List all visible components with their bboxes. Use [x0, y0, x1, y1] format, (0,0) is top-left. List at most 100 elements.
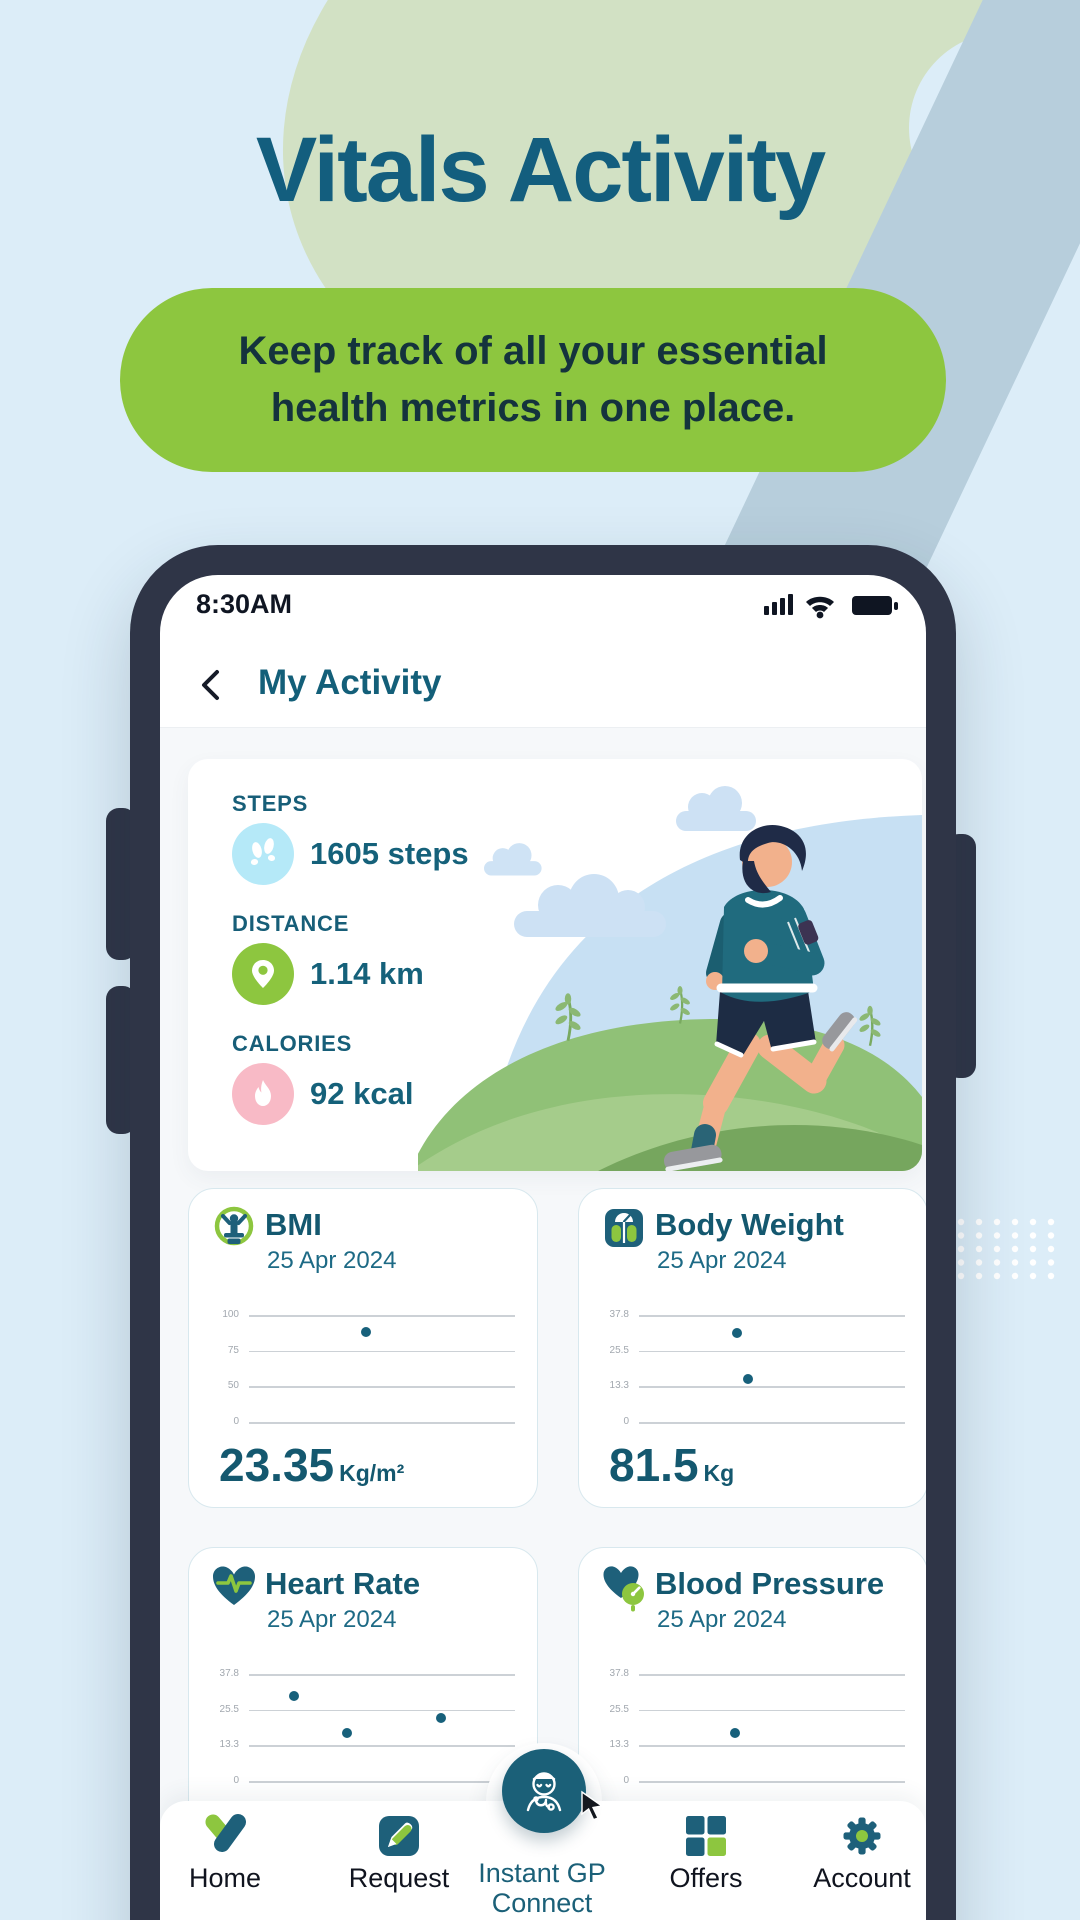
cloud-icon [484, 843, 542, 876]
cloud-icon [514, 874, 666, 937]
axis-tick-label: 37.8 [609, 1308, 629, 1320]
flame-icon [255, 1080, 271, 1106]
grid-line [639, 1781, 905, 1783]
phone-mockup-frame: 8:30AM [130, 545, 956, 1920]
app-header: My Activity [160, 653, 926, 717]
axis-tick-label: 13.3 [219, 1739, 239, 1751]
metric-card-date: 25 Apr 2024 [267, 1606, 397, 1633]
flame-icon-badge [232, 1063, 294, 1125]
grid-line [639, 1350, 905, 1353]
page-title: Vitals Activity [255, 119, 826, 221]
metric-card-bmi[interactable]: BMI 25 Apr 2024 100 75 50 0 23.35 Kg/m² [188, 1188, 538, 1508]
wifi-icon [806, 596, 834, 619]
metric-value-calories: 92 kcal [310, 1076, 414, 1111]
weight-scale-icon [605, 1209, 643, 1247]
metric-label-steps: STEPS [232, 791, 309, 816]
metric-value-distance: 1.14 km [310, 956, 424, 991]
grid-line [249, 1350, 515, 1353]
nav-item-label: Home [188, 1863, 262, 1893]
nav-item-label: Instant GP [478, 1858, 606, 1888]
axis-tick-label: 25.5 [609, 1703, 629, 1715]
hero-subtitle-line1: Keep track of all your essential [238, 329, 828, 373]
metric-card-body-weight[interactable]: Body Weight 25 Apr 2024 37.8 25.5 13.3 0… [578, 1188, 926, 1508]
metric-card-title: BMI [265, 1207, 322, 1242]
grid-line [249, 1422, 515, 1424]
grid-line [639, 1422, 905, 1424]
metric-card-title: Body Weight [655, 1207, 844, 1242]
nav-item-label: Account [813, 1863, 911, 1893]
metric-value-steps: 1605 steps [310, 836, 469, 871]
metric-card-unit: Kg [703, 1460, 735, 1486]
metric-card-value: 81.5 Kg [609, 1439, 735, 1491]
metric-card-date: 25 Apr 2024 [657, 1247, 787, 1274]
data-point [729, 1727, 740, 1738]
data-point [732, 1328, 743, 1339]
heart-ecg-icon [213, 1566, 255, 1605]
back-button[interactable] [196, 667, 226, 703]
chevron-left-icon [202, 670, 219, 700]
runner-figure [663, 825, 858, 1171]
cursor-icon [581, 1790, 604, 1820]
mini-chart: 100 75 50 0 [203, 1309, 525, 1428]
data-point [743, 1374, 754, 1385]
axis-tick-label: 13.3 [609, 1739, 629, 1751]
grid-line [249, 1781, 515, 1783]
data-point [342, 1727, 353, 1738]
nav-item-home[interactable]: Home [160, 1813, 300, 1894]
hero-subtitle-line2: health metrics in one place. [270, 386, 796, 430]
status-time: 8:30AM [196, 589, 293, 619]
offers-grid-icon [631, 1813, 781, 1859]
bmi-icon [214, 1206, 254, 1246]
axis-tick-label: 0 [233, 1775, 239, 1787]
footsteps-icon [250, 838, 276, 866]
plant-icon [555, 993, 581, 1042]
nav-item-offers[interactable]: Offers [631, 1813, 781, 1894]
heart-gauge-icon [601, 1564, 647, 1612]
metric-card-date: 25 Apr 2024 [657, 1606, 787, 1633]
signal-icon [764, 594, 793, 615]
heart-gauge-icon [603, 1566, 644, 1612]
axis-tick-label: 37.8 [609, 1667, 629, 1679]
offers-grid-icon [686, 1816, 726, 1856]
grid-line [639, 1674, 905, 1676]
mini-chart: 37.8 25.5 13.3 0 [593, 1667, 915, 1787]
battery-icon [852, 596, 898, 615]
request-pencil-icon [324, 1813, 474, 1859]
nav-item-label: Connect [491, 1888, 593, 1918]
nav-item-label: Request [348, 1863, 450, 1893]
nav-item-request[interactable]: Request [324, 1813, 474, 1894]
nav-item-instant-gp-connect[interactable]: Instant GP Connect [467, 1858, 617, 1918]
metric-label-distance: DISTANCE [232, 911, 350, 936]
location-pin-icon [252, 960, 274, 988]
metric-card-unit: Kg/m² [339, 1460, 405, 1486]
grid-line [249, 1315, 515, 1317]
grid-line [249, 1674, 515, 1676]
metric-card-title: Blood Pressure [655, 1566, 885, 1601]
mini-chart: 37.8 25.5 13.3 0 [203, 1668, 525, 1787]
axis-tick-label: 13.3 [609, 1380, 629, 1392]
dot-grid-pattern [957, 1218, 1055, 1280]
request-pencil-icon [379, 1816, 419, 1856]
axis-tick-label: 0 [623, 1416, 629, 1428]
account-gear-icon [843, 1817, 881, 1855]
nav-item-account[interactable]: Account [787, 1813, 926, 1894]
plant-icon [670, 986, 690, 1024]
axis-tick-label: 50 [227, 1380, 239, 1392]
axis-tick-label: 0 [233, 1416, 239, 1428]
screen-title: My Activity [258, 663, 442, 702]
screen-content: STEPS 1605 steps DISTANCE 1.14 km CALORIES… [160, 727, 926, 1920]
doctor-icon [526, 1772, 562, 1812]
phone-screen: 8:30AM [160, 575, 926, 1920]
activity-summary-card[interactable]: STEPS 1605 steps DISTANCE 1.14 km CALORIES… [188, 759, 922, 1171]
runner-illustration [418, 786, 922, 1171]
grid-line [639, 1709, 905, 1712]
grid-line [249, 1745, 515, 1747]
cloud-icon [676, 786, 756, 831]
grid-line [249, 1386, 515, 1388]
weight-scale-icon [601, 1205, 647, 1251]
instant-gp-connect-button[interactable] [502, 1749, 586, 1833]
axis-tick-label: 0 [623, 1775, 629, 1787]
plant-icon [859, 1005, 881, 1047]
